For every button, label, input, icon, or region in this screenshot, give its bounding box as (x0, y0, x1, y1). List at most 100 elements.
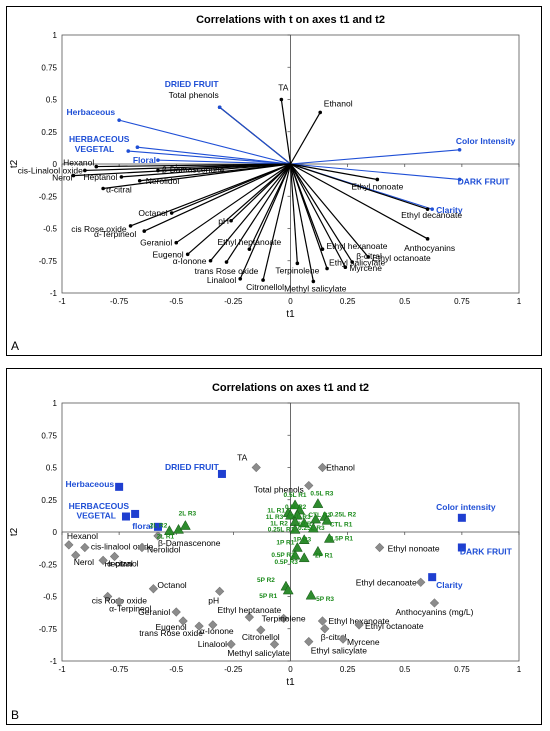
sample-label-0-5p-r3: 0.5P R3 (275, 559, 299, 566)
sample-label-2p-r2: 2P R2 (297, 521, 315, 528)
vector-herbaceous (137, 146, 291, 165)
attribute-label-floral: floral (132, 521, 153, 531)
point-ethyl-nonoate (375, 177, 380, 182)
vector-herbaceous (118, 119, 291, 165)
a-x-tick-label: 0.25 (340, 297, 356, 306)
label-herbaceous: HERBACEOUS (69, 134, 130, 144)
b-y-tick-label: 0.5 (46, 464, 58, 473)
variable-marker-citral (98, 555, 108, 565)
sample-label-ctl-r1: CTL R1 (330, 521, 353, 528)
point-eugenol (185, 252, 190, 257)
sample-label-2l-r3: 2L R3 (179, 511, 197, 518)
sample-label-5p-r2: 5P R2 (257, 577, 275, 584)
label-ethyl-decanoate: Ethyl decanoate (401, 210, 462, 220)
variable-marker-linalool (226, 639, 236, 649)
variable-marker-ethyl-nonoate (375, 542, 385, 553)
vector-citral (289, 163, 353, 263)
b-y-tick-label: -0.25 (39, 560, 58, 569)
sample-label-ctl-r3: CTL R3 (288, 514, 311, 521)
variable-marker-ethyl-octanoate (354, 620, 364, 630)
variable-marker-heptanol (109, 551, 120, 562)
sample-marker-1p-r3 (298, 534, 310, 544)
a-x-tick-label: -0.25 (224, 297, 243, 306)
vector-citronellol (262, 163, 292, 281)
vector-ethyl-nonoate (290, 163, 378, 181)
attribute-label-dried-fruit: DRIED FRUIT (165, 462, 220, 472)
attribute-marker-vegetal (121, 512, 130, 521)
label-heptanol: Heptanol (83, 172, 117, 182)
a-chart-title: Correlations with t on axes t1 and t2 (196, 14, 385, 26)
sample-label-0-5lr2: 0.5LR2 (285, 504, 307, 511)
variable-marker-nerolidol (137, 542, 147, 553)
label-damascenone: β-Damascenone (162, 164, 225, 174)
vector-heptanol (121, 163, 291, 178)
variable-marker-methyl-salicylate (269, 639, 280, 649)
a-y-tick-label: -0.5 (43, 225, 57, 234)
vector-floral (157, 159, 291, 165)
sample-marker-2l-r3 (179, 520, 191, 530)
label-terpineol: α-Terpineol (94, 229, 136, 239)
variable-marker-myrcene (338, 634, 348, 644)
a-x-tick-label: 0.75 (454, 297, 470, 306)
variable-marker-cis-linalool-oxide (80, 542, 90, 553)
a-x-tick-label: 0.5 (399, 297, 411, 306)
variable-marker-total-phenols (304, 480, 314, 491)
point-dark-fruit (457, 177, 462, 182)
sample-label-1p-r1: 1P R1 (276, 539, 294, 546)
point-dried-fruit (217, 105, 222, 110)
b-chart-title: Correlations on axes t1 and t2 (212, 382, 369, 394)
sample-label-1l-r1: 1L R1 (267, 508, 285, 515)
point-nerolidol (137, 178, 142, 183)
point-methyl-salicylate (311, 279, 316, 284)
variable-marker-eugenol (178, 616, 188, 626)
variable-marker-geraniol (171, 607, 181, 617)
b-x-tick-label: 1 (517, 665, 522, 674)
vector-methyl-salicylate (289, 163, 314, 282)
variable-marker-ph (215, 586, 225, 596)
variable-label-ethyl-octanoate: Ethyl octanoate (365, 621, 424, 631)
sample-label-0-5p-r2: 0.5P R2 (271, 552, 295, 559)
vector-ionone (210, 163, 291, 262)
b-x-tick-label: 0.5 (399, 665, 411, 674)
variable-marker-terpinolene (279, 613, 289, 624)
vector-eugenol (187, 163, 291, 255)
b-y-tick-label: 1 (53, 399, 58, 408)
variable-label-terpinolene: Terpinolene (262, 613, 306, 623)
vector-geraniol (175, 163, 291, 244)
variable-marker-ethanol (317, 462, 328, 473)
b-y-tick-label: -1 (50, 657, 58, 666)
label-ethanol: Ethanol (324, 98, 353, 108)
variable-marker-ethyl-salicylate (304, 637, 314, 647)
point-ionone (208, 258, 213, 263)
label-hexanol: Hexanol (63, 158, 94, 168)
sample-marker-0-5p-r1 (323, 532, 335, 543)
vector-myrcene (289, 163, 346, 268)
variable-label-myrcene: Myrcene (347, 637, 380, 647)
variable-marker-terpineol (114, 597, 124, 607)
attribute-label-herbaceous: Herbaceous (65, 479, 114, 489)
vector-ethyl-octanoate (290, 163, 369, 258)
variable-label-eugenol: Eugenol (156, 622, 187, 632)
vector-citral (103, 163, 291, 190)
a-y-tick-label: 0 (53, 160, 58, 169)
chart-a-svg: -1 -0.75 -0.5 -0.25 0 0.25 0.5 0.75 1 1 0.75 0.5 0.2… (9, 14, 522, 320)
b-x-tick-label: 0.75 (454, 665, 470, 674)
vector-linalool (239, 163, 292, 280)
point-cis-rose-oxide (128, 224, 133, 228)
label-citral: α-citral (106, 185, 132, 195)
vector-cis-rose-oxide (130, 163, 291, 227)
vector-dark-fruit (290, 163, 460, 181)
a-y-tick-label: -0.25 (39, 192, 58, 201)
point-terpinolene (295, 261, 300, 266)
vector-dried-fruit (219, 106, 291, 165)
variable-label-ta: TA (237, 453, 248, 463)
label-ethyl-heptanoate: Ethyl heptanoate (217, 237, 281, 247)
label-anthocyanins: Anthocyanins (404, 243, 455, 253)
sample-marker-2p-r1 (312, 545, 324, 556)
vector-terpinolene (289, 163, 298, 264)
a-x-tick-label: 0 (288, 297, 293, 306)
point-ethyl-salicylate (325, 266, 329, 271)
b-x-tick-label: 0 (288, 665, 293, 674)
b-y-tick-label: 0.75 (41, 431, 57, 440)
variable-label-ethyl-nonoate: Ethyl nonoate (388, 543, 440, 553)
